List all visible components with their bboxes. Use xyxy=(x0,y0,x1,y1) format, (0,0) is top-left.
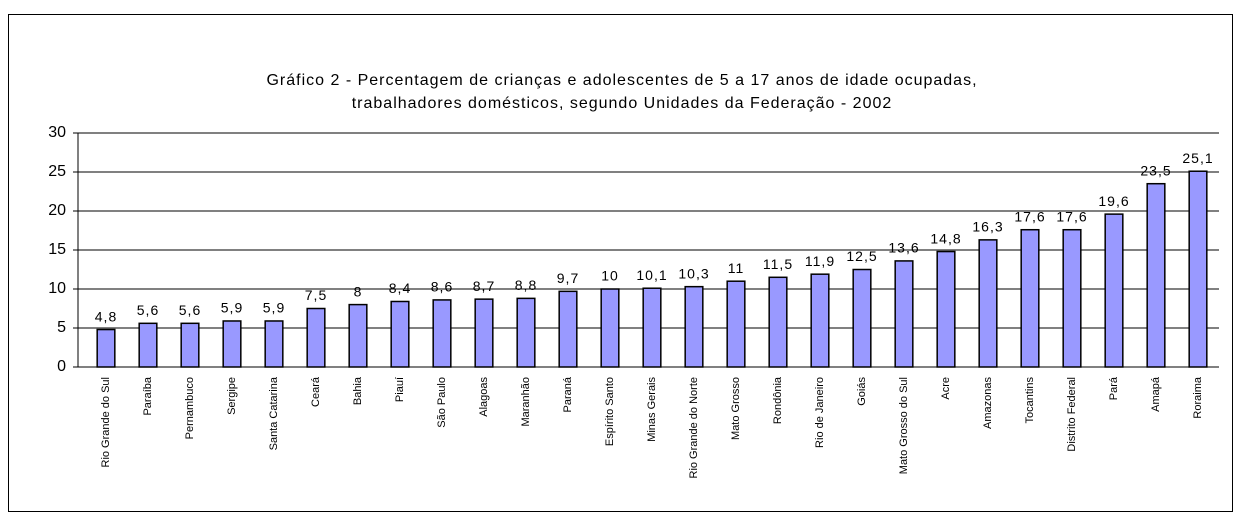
value-label: 5,6 xyxy=(137,302,159,318)
x-tick-label: Mato Grosso do Sul xyxy=(898,377,910,474)
value-label: 17,6 xyxy=(1056,208,1087,224)
y-tick-label: 30 xyxy=(48,124,66,141)
x-tick-label: Amazonas xyxy=(982,377,994,429)
bar xyxy=(600,288,620,368)
x-tick-label: Alagoas xyxy=(478,377,490,417)
x-tick-label: Maranhão xyxy=(520,377,532,427)
value-label: 23,5 xyxy=(1140,162,1171,178)
bar xyxy=(894,260,914,368)
bar xyxy=(768,276,788,368)
value-label: 17,6 xyxy=(1014,208,1045,224)
bar xyxy=(1062,228,1082,368)
value-label: 19,6 xyxy=(1098,193,1129,209)
value-label: 11 xyxy=(728,260,745,276)
value-label: 8 xyxy=(354,283,363,299)
x-tick-label: Paraíba xyxy=(142,376,154,415)
bar xyxy=(642,287,662,368)
bar xyxy=(978,239,998,368)
chart-title: trabalhadores domésticos, segundo Unidad… xyxy=(352,95,893,112)
value-label: 8,4 xyxy=(389,280,411,296)
x-tick-label: Distrito Federal xyxy=(1066,377,1078,452)
value-label: 16,3 xyxy=(972,219,1003,235)
x-tick-label: Ceará xyxy=(310,376,322,407)
x-tick-label: Santa Catarina xyxy=(268,376,280,450)
chart-title: Gráfico 2 - Percentagem de crianças e ad… xyxy=(266,72,977,89)
bar xyxy=(558,290,578,368)
x-tick-label: Rondônia xyxy=(772,376,784,424)
x-tick-label: Bahia xyxy=(352,376,364,405)
x-tick-label: Rio Grande do Norte xyxy=(688,377,700,479)
value-label: 11,9 xyxy=(805,253,835,269)
bar xyxy=(180,322,200,368)
y-tick-label: 20 xyxy=(48,202,66,219)
bar xyxy=(936,250,956,368)
y-tick-label: 5 xyxy=(57,319,66,336)
bar xyxy=(810,273,830,368)
value-label: 5,6 xyxy=(179,302,201,318)
x-tick-label: Amapá xyxy=(1150,376,1162,412)
value-label: 25,1 xyxy=(1182,150,1213,166)
x-tick-label: Rio Grande do Sul xyxy=(100,377,112,468)
x-tick-label: Pernambuco xyxy=(184,377,196,439)
bar xyxy=(1020,228,1040,368)
bar xyxy=(684,285,704,368)
value-label: 8,8 xyxy=(515,277,537,293)
bar xyxy=(306,307,326,368)
y-tick-label: 15 xyxy=(48,241,66,258)
y-tick-label: 25 xyxy=(48,163,66,180)
value-label: 8,6 xyxy=(431,279,453,295)
value-label: 12,5 xyxy=(846,248,877,264)
bar xyxy=(432,299,452,368)
value-label: 10,3 xyxy=(678,265,709,281)
value-label: 11,5 xyxy=(763,256,793,272)
bar xyxy=(222,320,242,368)
x-tick-label: Sergipe xyxy=(226,377,238,415)
x-tick-label: Pará xyxy=(1108,376,1120,400)
value-label: 7,5 xyxy=(305,287,327,303)
x-tick-label: Espírito Santo xyxy=(604,377,616,446)
x-tick-label: Rio de Janeiro xyxy=(814,377,826,448)
x-tick-label: Tocantins xyxy=(1024,377,1036,424)
x-tick-label: Goiás xyxy=(856,377,868,406)
value-label: 10,1 xyxy=(636,267,667,283)
x-tick-label: São Paulo xyxy=(436,377,448,428)
value-label: 10 xyxy=(601,268,619,284)
x-tick-label: Mato Grosso xyxy=(730,377,742,440)
bar xyxy=(474,298,494,368)
y-tick-label: 10 xyxy=(48,280,66,297)
bar xyxy=(264,320,284,368)
value-label: 8,7 xyxy=(473,278,495,294)
value-label: 5,9 xyxy=(221,300,243,316)
bar xyxy=(516,297,536,368)
bar xyxy=(96,328,116,368)
bar xyxy=(138,322,158,368)
bar xyxy=(1188,170,1208,368)
bar xyxy=(1146,182,1166,368)
x-tick-label: Roraima xyxy=(1192,376,1204,418)
x-tick-label: Piauí xyxy=(394,377,406,402)
bar xyxy=(726,280,746,368)
bar xyxy=(390,300,410,368)
value-label: 4,8 xyxy=(95,308,117,324)
value-label: 9,7 xyxy=(557,270,579,286)
bar xyxy=(348,303,368,368)
value-label: 13,6 xyxy=(888,240,919,256)
x-tick-label: Acre xyxy=(940,377,952,400)
bar xyxy=(852,268,872,368)
x-tick-label: Paraná xyxy=(562,376,574,412)
x-tick-label: Minas Gerais xyxy=(646,377,658,442)
value-label: 14,8 xyxy=(930,230,961,246)
bar xyxy=(1104,213,1124,368)
value-label: 5,9 xyxy=(263,300,285,316)
y-tick-label: 0 xyxy=(57,358,66,375)
